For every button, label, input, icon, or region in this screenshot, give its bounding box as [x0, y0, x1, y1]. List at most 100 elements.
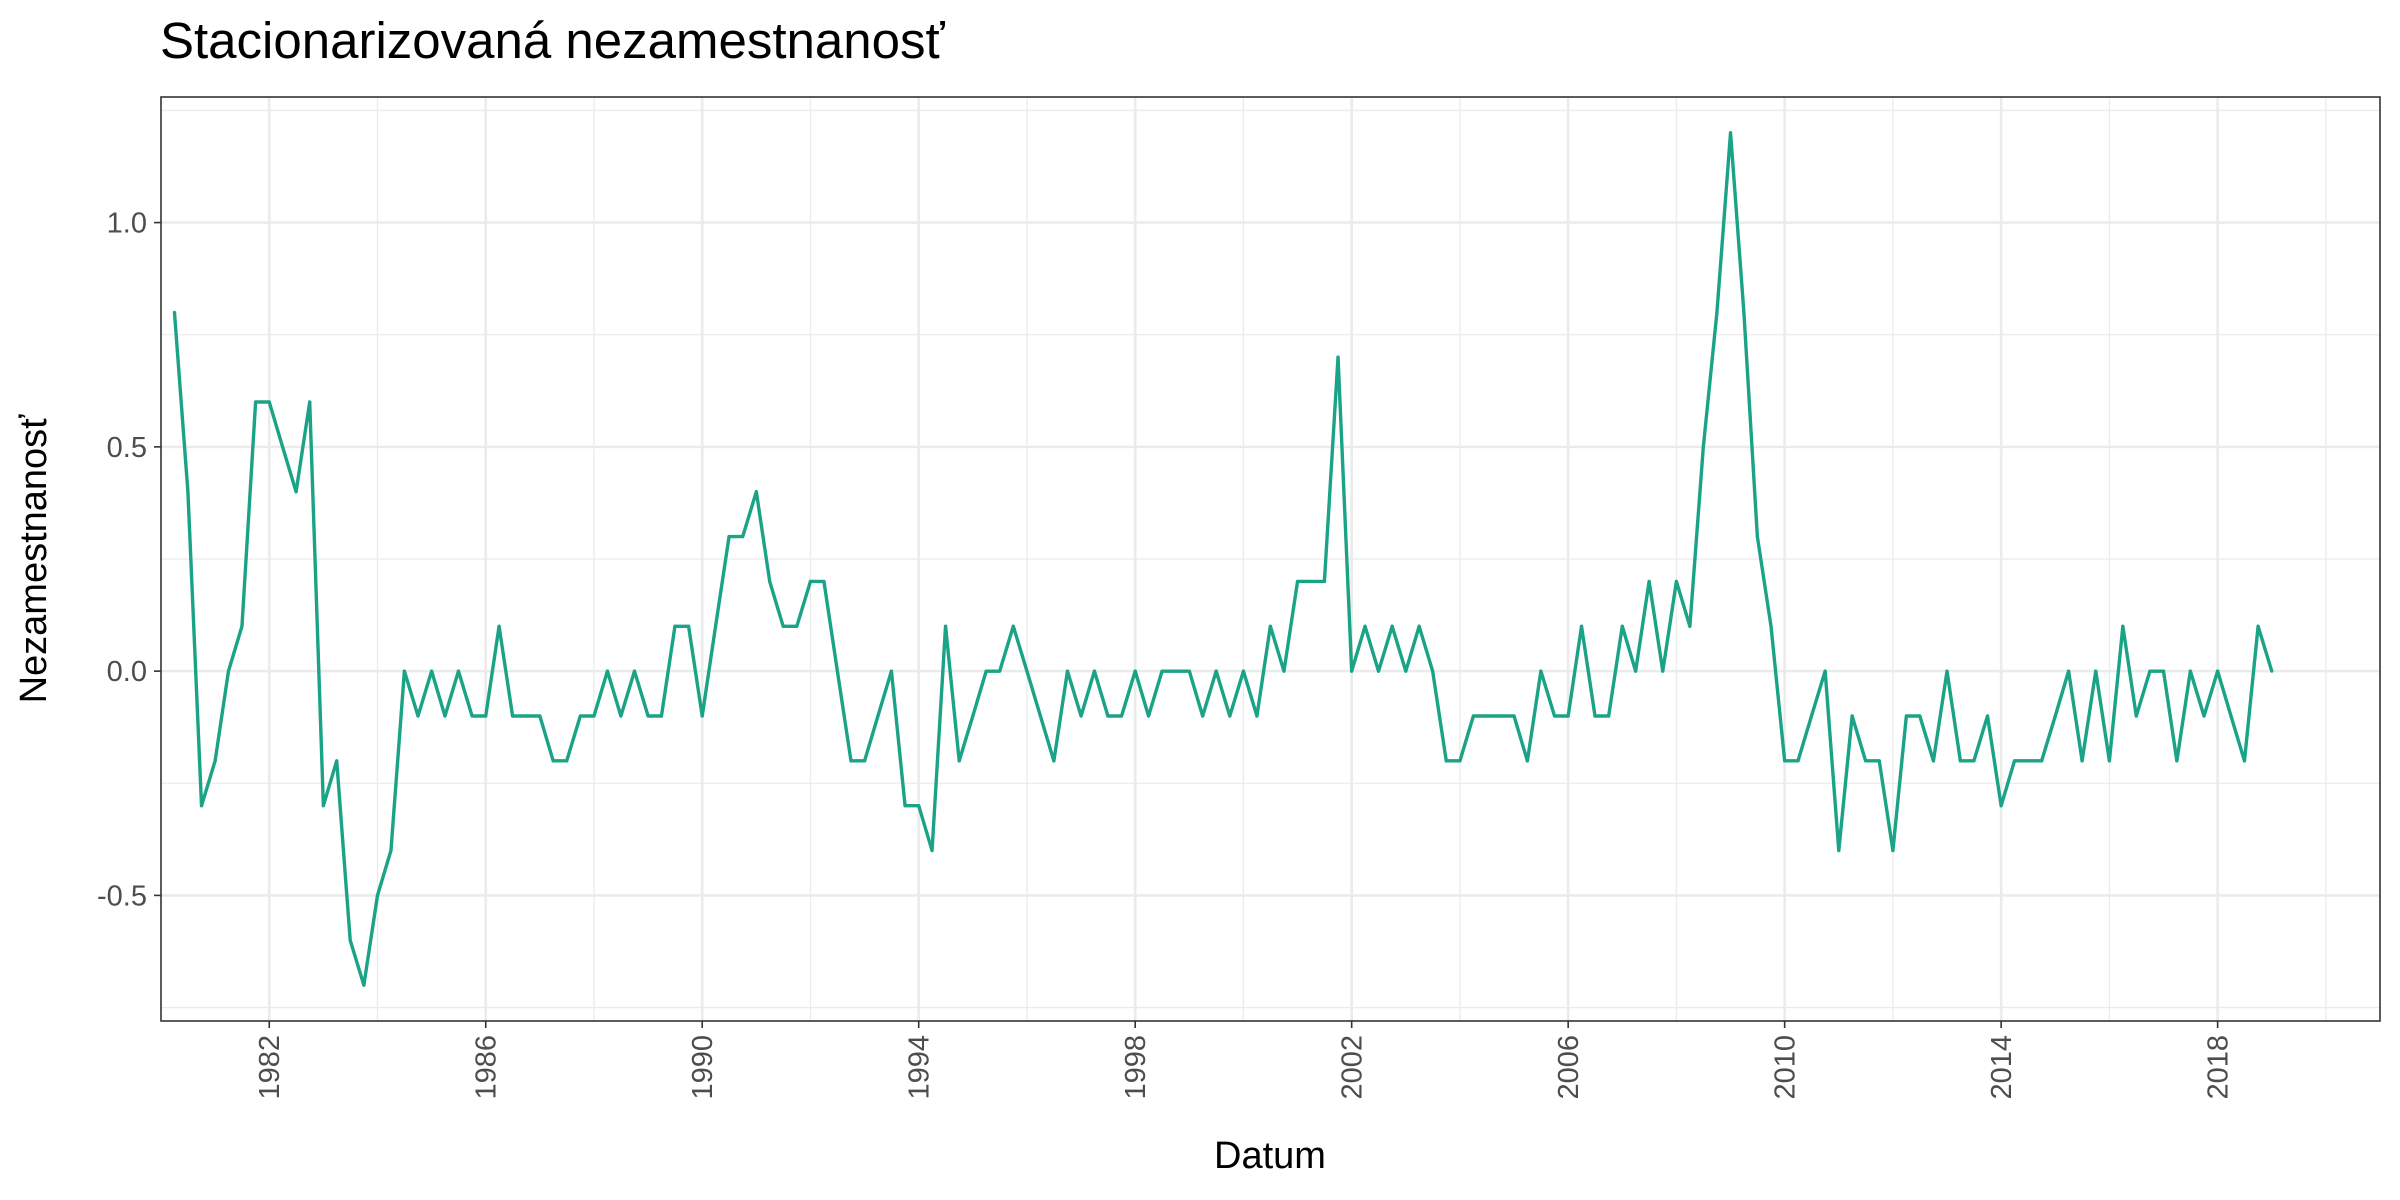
data-point	[1985, 714, 1990, 718]
data-point	[2080, 759, 2084, 763]
data-point	[2216, 669, 2220, 673]
data-point	[1620, 624, 1624, 628]
y-tick-label: -0.5	[97, 880, 147, 912]
data-point	[1674, 579, 1679, 584]
data-point	[1255, 714, 1259, 718]
data-point	[1485, 714, 1489, 718]
data-point	[876, 714, 880, 718]
data-point	[348, 938, 352, 942]
data-point	[768, 579, 772, 584]
data-point	[605, 669, 610, 673]
data-point	[1146, 714, 1151, 718]
x-tick-label: 2014	[1986, 1035, 2018, 1100]
data-point	[984, 669, 988, 673]
data-point	[254, 400, 258, 404]
x-tick-label: 2018	[2203, 1035, 2235, 1100]
data-point	[1823, 669, 1827, 673]
data-point	[1783, 759, 1787, 763]
data-point	[538, 714, 542, 718]
data-point	[1282, 669, 1286, 673]
data-points	[172, 131, 2274, 987]
data-point	[1025, 669, 1029, 673]
data-point	[1607, 714, 1611, 718]
data-point	[321, 804, 325, 808]
data-point	[2134, 714, 2138, 718]
data-point	[1011, 624, 1015, 628]
data-point	[2012, 759, 2017, 763]
data-point	[2229, 714, 2233, 718]
data-point	[1390, 624, 1394, 628]
panel-border	[160, 96, 2381, 1022]
data-point	[2121, 624, 2125, 628]
y-tick-label: 0.5	[107, 432, 147, 464]
data-point	[619, 714, 623, 718]
data-point	[2161, 669, 2166, 673]
data-point	[1904, 714, 1908, 718]
chart-title: Stacionarizovaná nezamestnanosť	[160, 12, 945, 69]
x-tick-label: 2010	[1770, 1035, 1802, 1100]
data-point	[1052, 759, 1056, 763]
data-point	[1539, 669, 1543, 673]
data-point	[497, 624, 501, 628]
data-point	[1864, 759, 1868, 763]
data-point	[659, 714, 664, 718]
data-point	[1498, 714, 1503, 718]
data-point	[930, 848, 934, 853]
y-axis: -0.5 0.0 0.5 1.0	[97, 208, 161, 912]
data-point	[2188, 669, 2192, 673]
data-point	[1201, 714, 1205, 718]
data-point	[673, 624, 677, 628]
major-gridlines-x	[267, 97, 2219, 1021]
x-tick-label: 2006	[1553, 1035, 1585, 1100]
data-point	[1918, 714, 1922, 718]
y-tick-label: 1.0	[107, 208, 147, 240]
x-tick-label: 1994	[904, 1035, 936, 1100]
data-point	[862, 759, 867, 763]
data-point	[1363, 624, 1367, 628]
data-point	[713, 624, 718, 628]
data-point	[1796, 759, 1800, 763]
data-point	[1647, 579, 1651, 584]
data-point	[1336, 355, 1340, 359]
data-point	[1634, 669, 1638, 673]
data-point	[1661, 669, 1665, 673]
data-point	[592, 714, 596, 718]
data-point	[1214, 669, 1218, 673]
data-point	[1376, 669, 1381, 673]
data-point	[402, 669, 406, 673]
data-point	[727, 534, 731, 539]
data-point	[213, 759, 217, 763]
data-point	[1593, 714, 1597, 718]
x-tick-label: 1990	[687, 1035, 719, 1100]
data-point	[1972, 759, 1976, 763]
data-point	[741, 534, 745, 539]
data-point	[2270, 669, 2274, 673]
data-point	[524, 714, 528, 718]
data-point	[362, 983, 366, 987]
data-point	[1404, 669, 1408, 673]
data-point	[1877, 759, 1881, 763]
data-point	[2094, 669, 2098, 673]
data-point	[1458, 759, 1462, 763]
data-point	[389, 848, 393, 853]
data-point	[1038, 714, 1043, 718]
data-point	[1769, 624, 1773, 628]
data-point	[943, 624, 948, 628]
data-point	[443, 714, 447, 718]
data-point	[1106, 714, 1110, 718]
data-point	[226, 669, 231, 673]
y-axis-title: Nezamestnanosť	[13, 414, 55, 704]
data-point	[172, 310, 177, 314]
data-point	[795, 624, 799, 628]
data-point	[1309, 579, 1313, 584]
data-point	[1999, 804, 2003, 808]
data-point	[1837, 848, 1841, 853]
data-point	[998, 669, 1002, 673]
data-point	[632, 669, 637, 673]
data-point	[484, 714, 488, 718]
data-point	[1444, 759, 1448, 763]
data-point	[1552, 714, 1557, 718]
data-point	[1525, 759, 1529, 763]
data-point	[375, 893, 380, 898]
